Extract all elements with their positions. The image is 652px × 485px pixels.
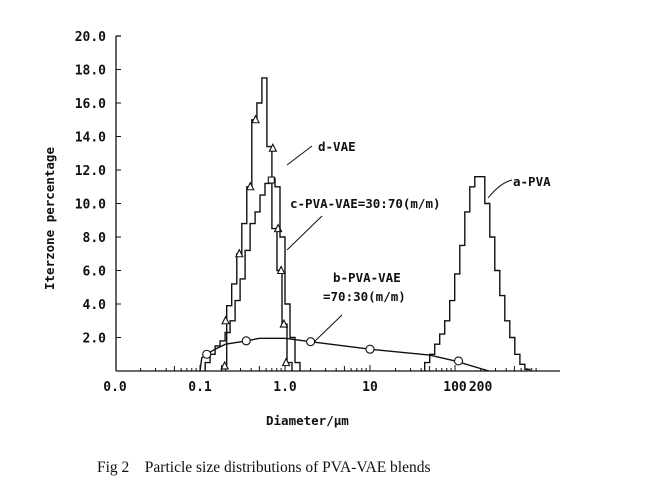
y-tick-label: 10.0 bbox=[75, 198, 106, 213]
x-tick-label: 1.0 bbox=[273, 380, 297, 395]
x-tick-label: 10 bbox=[362, 380, 378, 395]
y-tick-label: 20.0 bbox=[75, 30, 106, 45]
figure-caption: Fig 2 Particle size distributions of PVA… bbox=[97, 459, 431, 476]
y-tick-label: 8.0 bbox=[83, 231, 107, 246]
d-leader-line bbox=[286, 145, 313, 166]
series-group bbox=[199, 77, 531, 372]
circle-marker bbox=[306, 337, 316, 347]
y-tick-label: 6.0 bbox=[83, 265, 107, 280]
triangle-marker bbox=[220, 360, 230, 370]
label-a-pva: a-PVA bbox=[513, 174, 551, 189]
triangle-marker bbox=[276, 265, 286, 275]
triangle-marker bbox=[221, 315, 230, 325]
label-b-line2: =70:30(m/m) bbox=[323, 289, 406, 304]
y-tick-label: 18.0 bbox=[75, 64, 106, 79]
x-tick-label: 200 bbox=[469, 380, 493, 395]
triangle-marker bbox=[281, 357, 291, 367]
x-axis-title: Diameter/μm bbox=[266, 413, 349, 428]
b-leader-line bbox=[313, 314, 343, 343]
series-line-1 bbox=[204, 177, 301, 372]
triangle-marker bbox=[268, 142, 278, 152]
square-marker bbox=[267, 176, 275, 184]
triangle-marker bbox=[279, 318, 289, 328]
circle-marker bbox=[453, 356, 464, 366]
x-tick-label: 0.0 bbox=[103, 380, 127, 395]
y-tick-label: 2.0 bbox=[83, 332, 107, 347]
a-leader-line bbox=[487, 179, 513, 199]
y-tick-label: 12.0 bbox=[75, 164, 106, 179]
circle-marker bbox=[365, 344, 375, 354]
triangle-marker bbox=[251, 114, 260, 124]
label-d-vae: d-VAE bbox=[318, 139, 356, 154]
y-tick-label: 14.0 bbox=[75, 131, 106, 146]
triangle-marker bbox=[245, 181, 255, 191]
label-b-line1: b-PVA-VAE bbox=[333, 270, 401, 285]
annotations: d-VAE c-PVA-VAE=30:70(m/m) b-PVA-VAE =70… bbox=[42, 139, 551, 476]
y-axis-title: Iterzone percentage bbox=[42, 147, 57, 290]
c-leader-line bbox=[286, 215, 323, 251]
triangle-marker bbox=[234, 248, 244, 258]
axes: 2.0 4.0 6.0 8.0 10.0 12.0 14.0 16.0 18.0 20.0 0.0 0… bbox=[75, 30, 560, 395]
series-line-0 bbox=[220, 77, 293, 372]
circle-marker bbox=[202, 349, 212, 359]
y-tick-label: 4.0 bbox=[83, 298, 107, 313]
series-line-3 bbox=[423, 176, 531, 372]
x-tick-label: 0.1 bbox=[188, 380, 212, 395]
circle-marker bbox=[241, 336, 251, 346]
label-c-pva-vae: c-PVA-VAE=30:70(m/m) bbox=[290, 196, 441, 211]
y-tick-label: 16.0 bbox=[75, 97, 106, 112]
x-tick-label: 100 bbox=[443, 380, 467, 395]
